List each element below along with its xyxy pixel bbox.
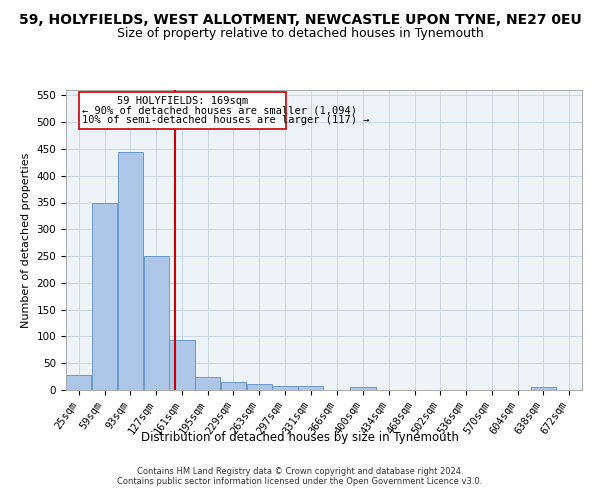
Bar (350, 388, 376, 390)
Text: ← 90% of detached houses are smaller (1,094): ← 90% of detached houses are smaller (1,… (82, 106, 357, 116)
Text: Contains HM Land Registry data © Crown copyright and database right 2024.: Contains HM Land Registry data © Crown c… (137, 467, 463, 476)
Bar (247, 384, 272, 390)
Bar (531, 388, 556, 390)
Text: 59 HOLYFIELDS: 169sqm: 59 HOLYFIELDS: 169sqm (116, 96, 248, 106)
Bar (169, 340, 194, 390)
Bar (143, 256, 169, 390)
Text: Size of property relative to detached houses in Tynemouth: Size of property relative to detached ho… (116, 28, 484, 40)
Text: 10% of semi-detached houses are larger (117) →: 10% of semi-detached houses are larger (… (82, 115, 370, 125)
Bar (221, 382, 246, 390)
Bar (272, 386, 298, 390)
Bar (298, 386, 323, 390)
Y-axis label: Number of detached properties: Number of detached properties (21, 152, 31, 328)
Text: 59, HOLYFIELDS, WEST ALLOTMENT, NEWCASTLE UPON TYNE, NE27 0EU: 59, HOLYFIELDS, WEST ALLOTMENT, NEWCASTL… (19, 12, 581, 26)
Text: Distribution of detached houses by size in Tynemouth: Distribution of detached houses by size … (141, 431, 459, 444)
Bar (67, 375, 91, 390)
Bar (92, 202, 117, 390)
Bar (195, 377, 220, 390)
Bar (118, 152, 143, 390)
Text: Contains public sector information licensed under the Open Government Licence v3: Contains public sector information licen… (118, 477, 482, 486)
FancyBboxPatch shape (79, 92, 286, 128)
